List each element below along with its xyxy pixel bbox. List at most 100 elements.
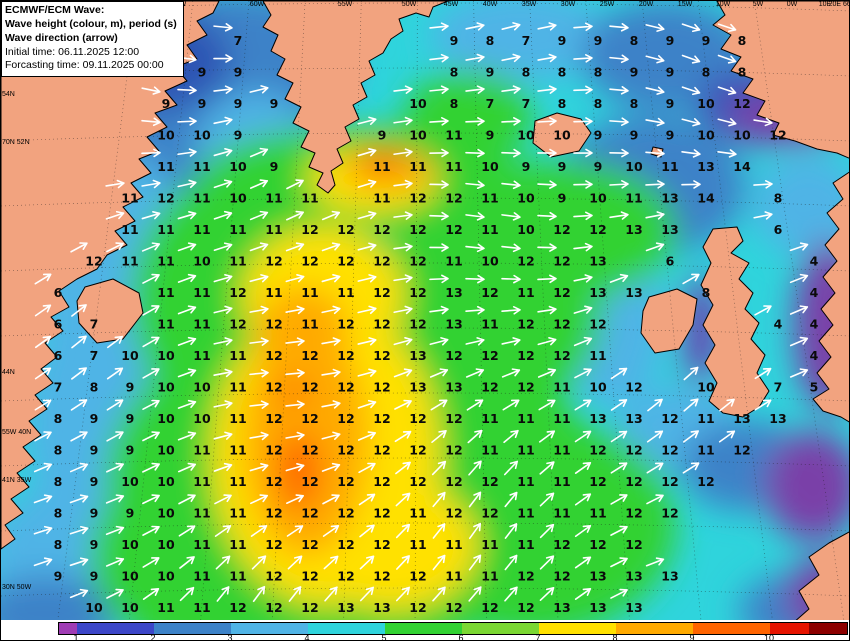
wave-direction-arrow (609, 85, 629, 95)
wave-direction-arrow (610, 430, 628, 443)
wave-period-value: 9 (558, 159, 567, 174)
wave-period-value: 12 (373, 317, 390, 332)
wave-period-value: 11 (373, 159, 390, 174)
wave-direction-arrow (574, 368, 592, 379)
wave-direction-arrow (537, 274, 557, 284)
wave-direction-arrow (33, 557, 53, 567)
wave-period-value: 12 (301, 443, 318, 458)
legend-tick-label: 3 (227, 633, 233, 641)
wave-period-value: 8 (594, 65, 603, 80)
ireland-island (640, 288, 698, 354)
wave-period-value: 4 (810, 348, 819, 363)
wave-direction-arrow (574, 461, 592, 475)
wave-period-value: 8 (54, 474, 63, 489)
wave-period-value: 9 (270, 96, 279, 111)
wave-period-value: 11 (229, 348, 246, 363)
wave-period-value: 11 (589, 348, 606, 363)
wave-direction-arrow (321, 368, 341, 378)
wave-period-value: 13 (445, 317, 462, 332)
wave-period-value: 11 (517, 474, 534, 489)
wave-period-value: 12 (733, 443, 750, 458)
wave-direction-arrow (285, 337, 305, 346)
wave-direction-arrow (468, 460, 482, 476)
wave-direction-arrow (465, 148, 485, 158)
wave-period-value: 12 (337, 537, 354, 552)
wave-direction-arrow (645, 211, 665, 220)
wave-period-value: 11 (337, 285, 354, 300)
wave-direction-arrow (537, 53, 557, 63)
wave-direction-arrow (432, 491, 446, 508)
wave-period-value: 11 (157, 600, 174, 615)
wave-direction-arrow (285, 274, 305, 283)
wave-direction-arrow (249, 242, 269, 252)
wave-period-value: 9 (90, 474, 99, 489)
wave-direction-arrow (142, 462, 160, 473)
wave-period-value: 8 (630, 96, 639, 111)
wave-direction-arrow (681, 118, 701, 127)
wave-direction-arrow (213, 368, 233, 378)
wave-period-value: 9 (234, 96, 243, 111)
wave-direction-arrow (286, 210, 304, 221)
wave-period-value: 12 (409, 285, 426, 300)
wave-period-value: 12 (409, 222, 426, 237)
wave-direction-arrow (504, 491, 518, 508)
wave-direction-arrow (286, 179, 304, 190)
wave-direction-arrow (501, 274, 521, 284)
wave-period-value: 7 (90, 348, 99, 363)
wave-period-value: 10 (157, 128, 175, 143)
wave-direction-arrow (251, 555, 267, 570)
wave-period-value: 12 (481, 380, 498, 395)
wave-direction-arrow (285, 463, 305, 472)
wave-direction-arrow (285, 305, 305, 315)
wave-direction-arrow (249, 305, 269, 315)
wave-period-value: 8 (702, 285, 711, 300)
wave-period-value: 10 (481, 159, 499, 174)
wave-direction-arrow (141, 210, 161, 220)
wave-period-value: 10 (157, 411, 175, 426)
wave-period-value: 11 (697, 443, 714, 458)
wave-direction-arrow (69, 462, 89, 473)
wave-direction-arrow (573, 305, 593, 314)
wave-period-value: 12 (265, 600, 282, 615)
wave-direction-arrow (177, 336, 197, 346)
wave-period-value: 9 (558, 191, 567, 206)
wave-direction-arrow (503, 429, 519, 444)
wave-direction-arrow (177, 117, 197, 126)
wave-direction-arrow (357, 210, 377, 220)
wave-period-value: 11 (193, 506, 210, 521)
wave-period-value: 12 (265, 443, 282, 458)
wave-direction-arrow (357, 305, 377, 315)
wave-period-value: 4 (810, 317, 819, 332)
wave-period-value: 12 (553, 317, 570, 332)
wave-period-value: 11 (193, 474, 210, 489)
wave-period-value: 11 (301, 285, 318, 300)
wave-direction-arrow (609, 117, 629, 126)
wave-period-value: 11 (517, 411, 534, 426)
legend-segment (154, 623, 231, 634)
wave-period-value: 13 (589, 411, 606, 426)
graticule-label-top: 15W (677, 1, 693, 8)
wave-direction-arrow (573, 336, 593, 347)
legend-tick-label: 4 (304, 633, 310, 641)
wave-direction-arrow (393, 274, 413, 283)
wave-period-value: 10 (157, 474, 175, 489)
wave-period-value: 4 (810, 285, 819, 300)
wave-period-value: 11 (409, 537, 426, 552)
wave-period-value: 9 (126, 380, 135, 395)
wave-period-value: 12 (445, 600, 462, 615)
wave-period-value: 11 (445, 159, 462, 174)
wave-direction-arrow (646, 430, 664, 443)
wave-period-value: 11 (553, 411, 570, 426)
canada-landmass (1, 1, 220, 550)
wave-period-value: 11 (409, 506, 426, 521)
wave-height-label: Wave height (colour, m), period (s) (5, 17, 177, 30)
wave-direction-arrow (573, 148, 593, 158)
wave-direction-arrow (504, 554, 518, 571)
newfoundland-island (76, 278, 144, 344)
wave-direction-arrow (682, 273, 700, 285)
wave-period-value: 9 (450, 33, 459, 48)
wave-direction-arrow (574, 493, 592, 506)
wave-period-value: 12 (373, 411, 390, 426)
